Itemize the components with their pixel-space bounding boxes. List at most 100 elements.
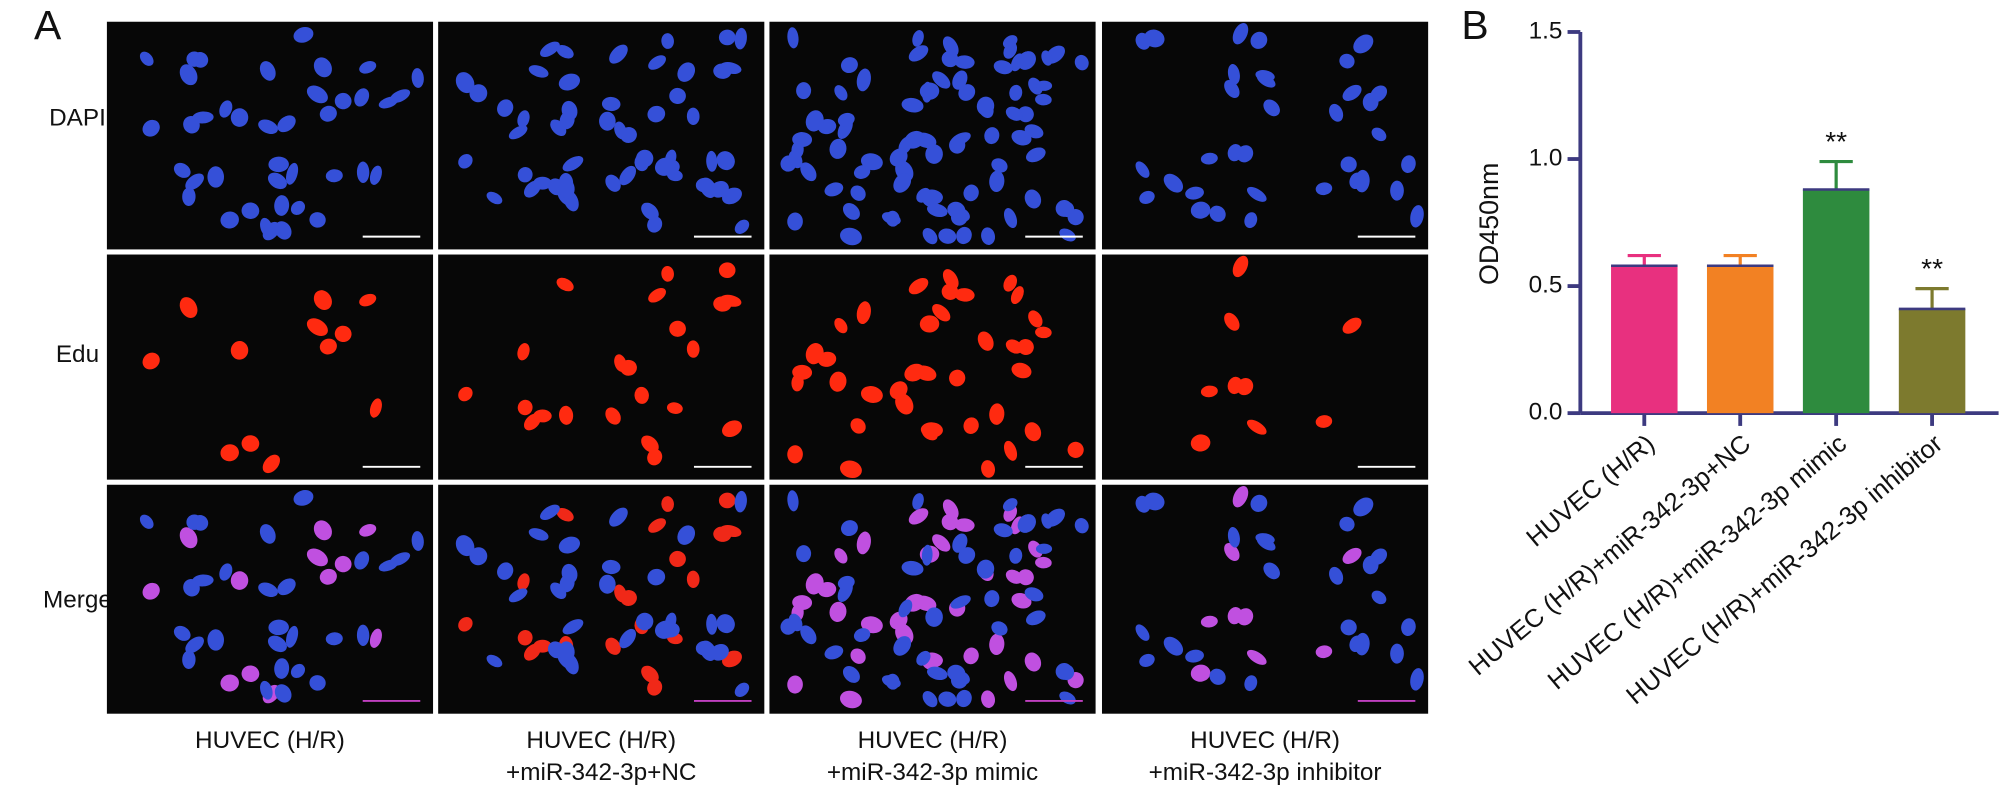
cell xyxy=(458,617,473,632)
cell xyxy=(989,170,1005,193)
cell xyxy=(791,373,804,392)
cell xyxy=(1371,127,1387,142)
significance-label: ** xyxy=(1825,126,1847,157)
cell xyxy=(220,211,239,229)
cell xyxy=(787,27,799,49)
cell xyxy=(609,44,628,64)
cell xyxy=(669,87,686,105)
cell xyxy=(533,639,552,653)
cell xyxy=(1370,548,1388,566)
cell xyxy=(556,277,574,292)
cell xyxy=(259,61,276,81)
row-label: DAPI xyxy=(49,104,106,131)
cell xyxy=(230,341,249,360)
cell xyxy=(949,369,966,387)
cell xyxy=(787,490,799,512)
cell xyxy=(641,665,659,684)
cell xyxy=(1371,590,1387,605)
cell xyxy=(788,613,803,632)
cell xyxy=(893,636,912,656)
micrograph xyxy=(106,254,434,480)
cell xyxy=(207,166,225,188)
cell xyxy=(458,386,473,402)
cell xyxy=(267,172,287,190)
cell xyxy=(142,582,160,600)
cell xyxy=(686,340,700,358)
cell xyxy=(319,568,337,585)
cell xyxy=(1005,569,1023,584)
cell xyxy=(369,628,382,648)
cell xyxy=(989,633,1005,656)
cell xyxy=(258,119,278,134)
cell xyxy=(1315,645,1333,659)
cell xyxy=(1236,608,1254,626)
cell xyxy=(1003,274,1018,292)
cell xyxy=(893,173,912,193)
cell xyxy=(274,684,292,703)
cell xyxy=(1017,514,1036,533)
cell xyxy=(274,658,290,679)
cell xyxy=(1246,186,1267,202)
cell xyxy=(139,51,154,66)
cell xyxy=(839,690,862,709)
cell xyxy=(274,221,292,240)
cell xyxy=(1410,205,1424,228)
cell xyxy=(497,562,514,580)
cell xyxy=(954,288,975,302)
cell xyxy=(842,202,860,220)
cell xyxy=(411,68,424,88)
cell xyxy=(173,162,191,178)
cell xyxy=(706,150,718,172)
cell xyxy=(734,27,747,50)
y-tick-label: 1.0 xyxy=(1529,144,1563,171)
cell xyxy=(1003,440,1018,461)
cell xyxy=(1232,485,1249,508)
cell xyxy=(898,599,913,618)
cell xyxy=(1349,172,1364,189)
cell xyxy=(648,55,666,70)
cell xyxy=(306,85,328,104)
cell xyxy=(260,217,273,237)
cell xyxy=(788,150,803,169)
cell xyxy=(1339,53,1355,69)
cell xyxy=(853,628,871,642)
cell xyxy=(921,81,933,103)
cell xyxy=(958,84,976,101)
cell xyxy=(1255,70,1275,82)
cell xyxy=(306,318,328,336)
cell xyxy=(139,514,154,529)
cell xyxy=(1209,668,1226,685)
cell xyxy=(942,36,959,57)
cell xyxy=(601,559,621,575)
row-label: Edu xyxy=(56,341,99,368)
cell xyxy=(605,407,621,425)
cell xyxy=(981,690,996,708)
cell xyxy=(293,490,314,506)
cell xyxy=(469,547,488,566)
cell xyxy=(834,548,848,564)
cell xyxy=(1244,212,1258,229)
cell xyxy=(1005,339,1023,354)
cell xyxy=(1200,385,1218,398)
cell xyxy=(805,573,824,595)
cell xyxy=(977,331,994,351)
cell xyxy=(1024,422,1042,442)
cell xyxy=(932,71,951,89)
bar xyxy=(1802,189,1870,414)
cell xyxy=(677,62,696,82)
cell xyxy=(185,173,204,191)
cell xyxy=(713,526,732,542)
cell xyxy=(293,27,314,43)
cell xyxy=(1232,255,1249,278)
cell xyxy=(635,149,654,168)
cell xyxy=(334,555,352,573)
cell xyxy=(1209,205,1226,222)
cell xyxy=(183,115,200,134)
cell xyxy=(950,132,971,146)
cell xyxy=(647,679,663,696)
cell xyxy=(648,288,666,303)
cell xyxy=(927,203,948,218)
cell xyxy=(334,325,352,343)
cell xyxy=(185,636,204,654)
